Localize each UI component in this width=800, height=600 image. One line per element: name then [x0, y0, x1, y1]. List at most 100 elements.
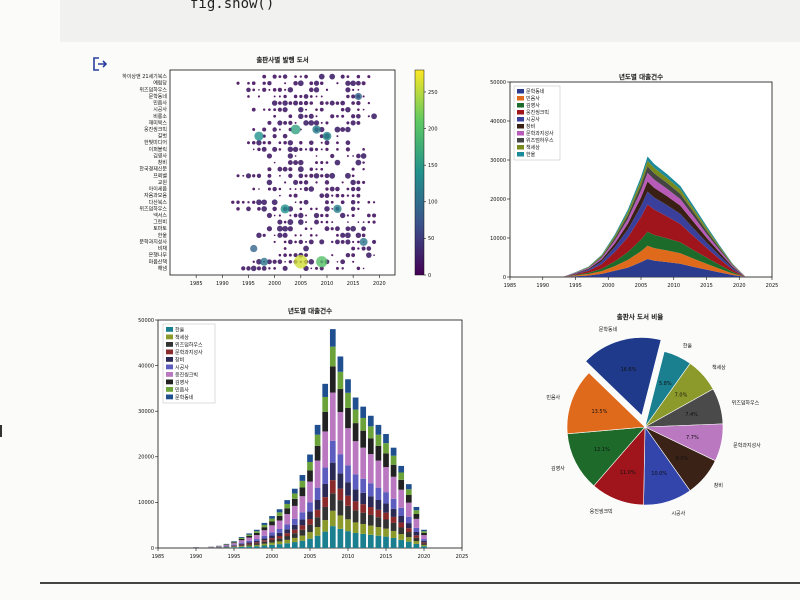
legend-swatch	[166, 342, 173, 347]
bar-segment	[291, 488, 298, 494]
data-point	[315, 108, 318, 112]
data-point	[320, 161, 324, 165]
data-point	[335, 186, 340, 192]
data-point	[336, 82, 339, 85]
slice-pct-label: 7.7%	[686, 435, 699, 441]
data-point-highlight	[260, 257, 269, 266]
data-point	[305, 221, 308, 224]
bar-segment	[284, 500, 291, 504]
colorbar-tick-label: 100	[428, 200, 438, 206]
data-point	[362, 95, 365, 98]
data-point	[335, 226, 340, 232]
x-tick-label: 1985	[504, 283, 517, 289]
bar-segment	[291, 505, 298, 519]
data-point	[294, 240, 297, 244]
data-point	[288, 101, 293, 105]
bar-segment	[367, 483, 374, 497]
bar-segment	[322, 483, 329, 498]
data-point	[262, 87, 267, 92]
y-tick-label: 위즈덤하우스	[139, 86, 167, 93]
data-point-highlight	[280, 204, 290, 214]
data-point	[315, 161, 318, 165]
data-point	[308, 120, 315, 126]
bar-segment	[413, 543, 420, 548]
data-point	[299, 141, 303, 145]
bar-segment	[398, 465, 405, 473]
bar-segment	[291, 542, 298, 548]
bar-segment	[307, 454, 313, 462]
chart-title: 년도별 대출건수	[619, 72, 663, 81]
data-point	[247, 201, 250, 204]
bar-segment	[337, 473, 344, 489]
legend-swatch	[517, 89, 524, 94]
data-point	[336, 260, 339, 263]
legend-swatch	[517, 145, 524, 150]
bar-segment	[360, 478, 367, 493]
data-point	[299, 75, 302, 78]
y-tick-label: 넥서스	[153, 212, 167, 219]
data-point	[366, 246, 372, 251]
data-point	[299, 94, 303, 98]
exit-icon[interactable]	[92, 56, 108, 72]
data-point	[318, 73, 325, 80]
data-point-highlight	[254, 131, 264, 141]
y-tick-label: 웅진씽크빅	[144, 126, 167, 133]
data-point	[324, 226, 330, 232]
data-point	[367, 220, 371, 224]
data-point	[247, 141, 250, 145]
bar-segment	[314, 460, 321, 488]
data-point	[325, 147, 329, 151]
data-point	[298, 113, 304, 119]
data-point	[350, 206, 356, 212]
x-tick-label: 2010	[342, 554, 355, 560]
data-point	[284, 260, 286, 263]
area-series	[562, 191, 746, 277]
data-point	[298, 212, 304, 219]
bar-segment	[299, 475, 306, 481]
data-point	[361, 226, 366, 232]
data-point	[345, 80, 351, 86]
slice-label: 문학동네	[599, 326, 618, 333]
data-point	[245, 173, 252, 179]
bar-segment	[276, 544, 283, 548]
legend-swatch	[517, 131, 524, 136]
bar-segment	[291, 529, 298, 534]
bar-segment	[360, 512, 367, 524]
data-point	[277, 87, 282, 92]
bar-segment	[314, 445, 321, 461]
data-point	[252, 200, 256, 204]
bar-segment	[337, 454, 344, 474]
bar-segment	[231, 544, 237, 546]
bar-segment	[253, 535, 260, 540]
data-point	[292, 146, 299, 153]
data-point	[313, 173, 320, 179]
bar-segment	[261, 527, 268, 531]
y-tick-label: 토마토	[153, 225, 167, 232]
bar-segment	[299, 480, 306, 488]
bar-segment	[337, 515, 344, 529]
data-point	[324, 173, 330, 179]
legend-label: 책세상	[175, 334, 189, 341]
bar-segment	[390, 537, 397, 548]
data-point	[247, 95, 250, 98]
data-point	[351, 253, 356, 258]
data-point	[231, 200, 235, 204]
data-point	[373, 254, 375, 256]
bar-segment	[337, 488, 344, 501]
bar-segment	[276, 515, 283, 521]
bar-segment	[238, 546, 245, 547]
bar-segment	[398, 472, 405, 480]
bar-segment	[322, 506, 329, 521]
data-point	[314, 219, 319, 225]
slice-pct-label: 5.8%	[659, 381, 672, 387]
data-point	[309, 95, 313, 98]
data-point	[293, 100, 299, 106]
colorbar-tick-label: 50	[428, 236, 434, 242]
data-point	[303, 186, 309, 192]
legend-label: 문학동네	[175, 394, 194, 401]
area-series	[562, 231, 746, 277]
data-point	[282, 225, 288, 232]
bar-segment	[314, 517, 321, 528]
data-point	[336, 148, 339, 151]
page-rule	[40, 582, 800, 584]
